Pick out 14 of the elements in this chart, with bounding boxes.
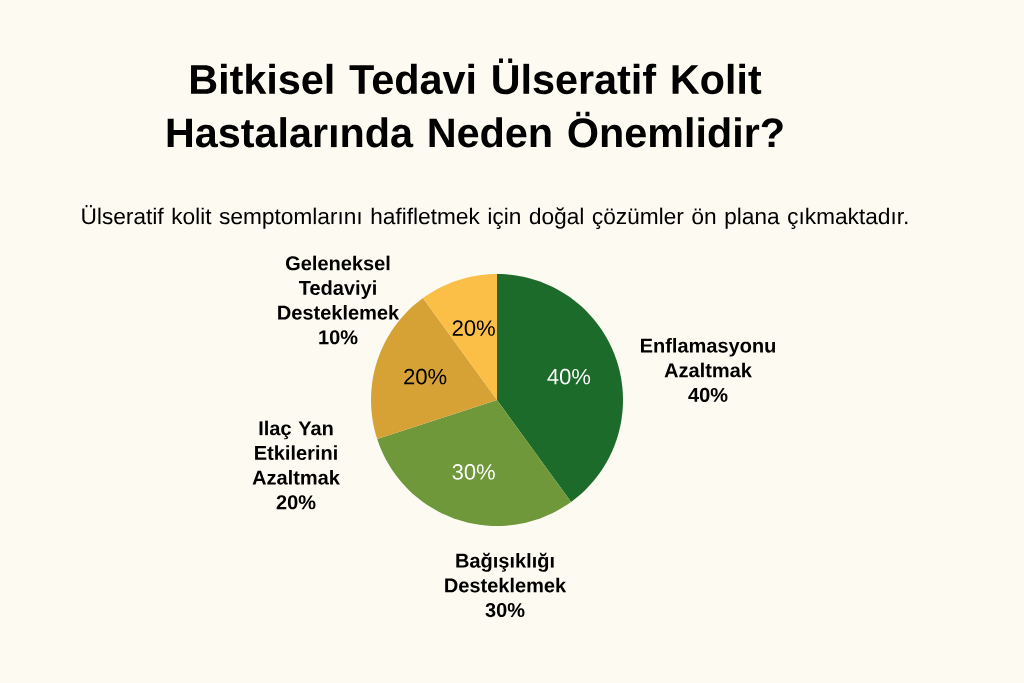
- data-label: 10%: [319, 330, 358, 345]
- text: 20%: [452, 320, 495, 336]
- chart-subtitle: Ülseratif kolit semptomlarını hafifletmek için doğal çözümler ön plana çıkmaktadır.: [82, 205, 908, 229]
- text: 30%: [452, 464, 495, 480]
- chart-title: Bitkisel Tedavi Ülseratif Kolit Hastalarında Neden Önemlidir?: [167, 58, 783, 148]
- slice-label: Geleneksel Tedaviyi Desteklemek: [278, 255, 400, 320]
- slice-label: Enflamasyonu Azaltmak: [640, 337, 776, 378]
- text: 20%: [404, 368, 447, 385]
- text: 40%: [547, 368, 591, 385]
- data-label: 40%: [688, 387, 728, 402]
- slice-label: Ilaç Yan Etkilerini Azaltmak: [252, 420, 340, 485]
- slice-label: Bağışıklığı Desteklemek: [445, 552, 567, 593]
- data-label: 20%: [276, 495, 316, 510]
- data-label: 30%: [485, 602, 525, 618]
